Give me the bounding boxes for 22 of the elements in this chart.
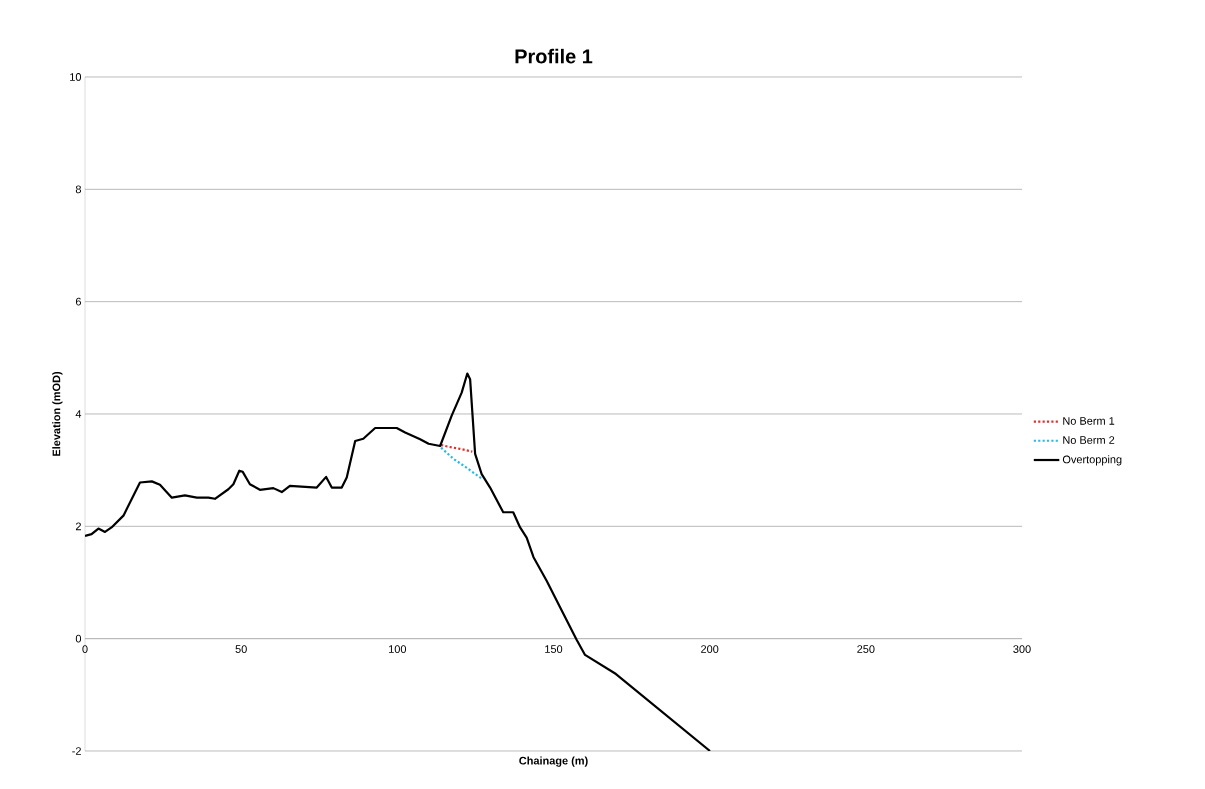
y-tick-label: 4: [75, 410, 82, 418]
x-tick-label: 0: [82, 645, 88, 653]
y-tick-label: 8: [75, 185, 81, 194]
chart-title: Profile 1: [515, 48, 593, 64]
y-tick-label: -2: [72, 747, 81, 755]
legend-label: No Berm 2: [1063, 436, 1115, 444]
x-tick-label: 50: [235, 645, 247, 653]
x-tick-label: 300: [1013, 645, 1031, 653]
legend-label: No Berm 1: [1063, 417, 1115, 425]
x-tick-label: 150: [545, 645, 563, 653]
line-series: [439, 446, 483, 480]
y-tick-label: 6: [75, 297, 81, 306]
legend-label: Overtopping: [1062, 455, 1122, 466]
y-tick-label: 2: [75, 522, 81, 531]
y-tick-label: 10: [70, 73, 82, 81]
x-axis-title: Chainage (m): [519, 756, 588, 767]
x-tick-label: 100: [389, 645, 407, 653]
x-tick-label: 250: [857, 645, 875, 653]
y-axis-title: Elevation (mOD): [52, 371, 63, 456]
y-tick-label: 0: [75, 634, 82, 643]
x-tick-label: 200: [701, 645, 719, 653]
line-series: [439, 443, 474, 453]
